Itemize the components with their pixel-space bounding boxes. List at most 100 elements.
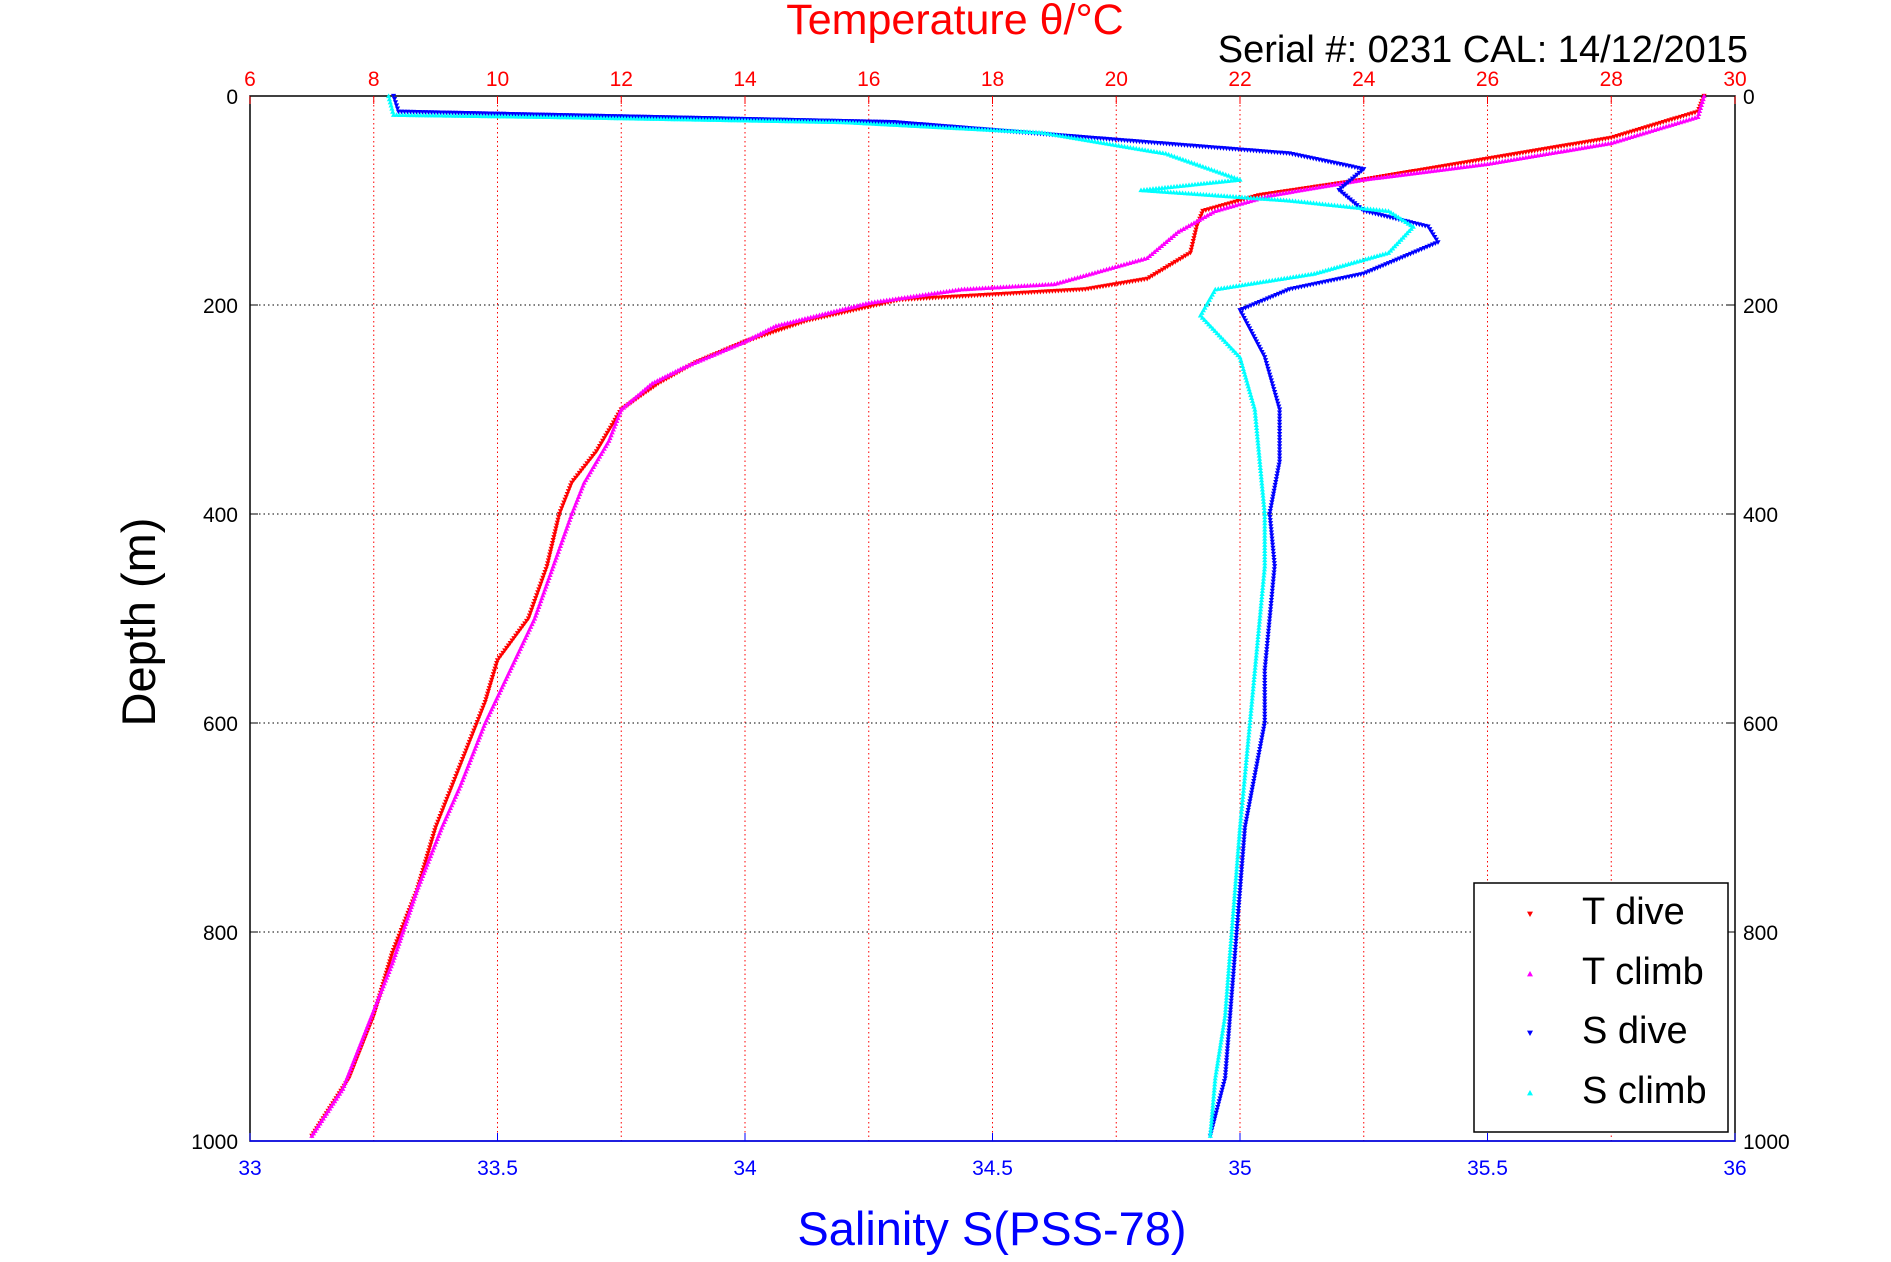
data-point <box>1246 386 1252 392</box>
data-point <box>1270 579 1276 585</box>
data-point <box>1262 532 1268 538</box>
data-point <box>1257 459 1263 464</box>
data-point <box>1628 134 1635 140</box>
data-point <box>1395 214 1401 220</box>
data-point <box>1249 695 1255 701</box>
data-point <box>1260 575 1267 581</box>
data-point <box>1256 449 1262 455</box>
data-point <box>1268 527 1274 532</box>
data-point <box>554 520 560 526</box>
data-point <box>549 543 555 549</box>
data-point <box>1215 1060 1221 1066</box>
data-point <box>647 382 653 388</box>
data-point <box>1210 1105 1216 1111</box>
data-point <box>1256 456 1263 461</box>
data-point <box>1433 237 1439 243</box>
data-point <box>427 845 433 851</box>
data-point <box>580 466 586 471</box>
data-point <box>1262 662 1268 668</box>
data-point <box>444 796 450 802</box>
data-point <box>1340 263 1346 268</box>
data-point <box>1225 977 1231 982</box>
data-point <box>1268 524 1274 529</box>
data-point <box>1074 274 1081 280</box>
data-point <box>1224 1055 1230 1060</box>
data-point <box>1257 465 1263 470</box>
data-point <box>1398 237 1404 242</box>
data-point <box>1166 237 1172 242</box>
data-point <box>1223 1064 1229 1069</box>
data-point <box>481 702 487 708</box>
data-point <box>1189 244 1195 250</box>
data-point <box>1277 450 1283 456</box>
data-point <box>1224 284 1230 290</box>
data-point <box>393 942 399 947</box>
data-point <box>1121 261 1127 267</box>
data-point <box>1275 401 1281 407</box>
data-point <box>1215 1057 1221 1063</box>
data-point <box>591 451 598 457</box>
data-point <box>1220 1024 1226 1030</box>
legend-marker <box>1527 971 1533 977</box>
data-point <box>659 375 666 381</box>
data-point <box>395 936 401 942</box>
data-point <box>484 694 490 700</box>
data-point <box>1242 281 1248 287</box>
data-point <box>1222 1015 1228 1021</box>
data-point <box>1277 441 1283 446</box>
data-point <box>543 567 549 572</box>
data-point <box>1263 278 1269 284</box>
data-point <box>1211 1084 1218 1090</box>
data-point <box>1266 278 1272 283</box>
data-point <box>1208 323 1214 329</box>
data-point <box>1182 253 1189 259</box>
data-point <box>1235 917 1241 923</box>
data-point <box>1236 830 1243 836</box>
data-point <box>697 357 703 363</box>
data-point <box>768 325 774 331</box>
data-point <box>623 402 629 408</box>
data-point <box>482 700 488 705</box>
data-point <box>1241 831 1248 837</box>
data-point <box>536 587 542 593</box>
data-point <box>564 491 570 497</box>
data-point <box>565 489 571 494</box>
data-point <box>1262 674 1268 680</box>
data-point <box>1215 207 1221 213</box>
data-point <box>711 352 717 357</box>
data-point <box>1242 772 1248 778</box>
data-point <box>1260 729 1266 735</box>
data-point <box>1189 241 1196 247</box>
data-point <box>1232 944 1239 950</box>
data-point <box>1242 318 1249 324</box>
data-point <box>1270 582 1276 588</box>
data-point <box>1251 334 1257 339</box>
data-point <box>1212 1116 1218 1122</box>
data-point <box>1260 492 1266 498</box>
data-point <box>1298 187 1304 193</box>
data-point <box>1268 506 1274 511</box>
data-point <box>1320 268 1326 274</box>
data-point <box>392 100 399 105</box>
data-point <box>1245 281 1251 287</box>
data-point <box>500 650 506 656</box>
data-point <box>1118 262 1124 268</box>
data-point <box>840 306 846 312</box>
data-point <box>1224 341 1231 347</box>
data-point <box>492 666 498 672</box>
data-point <box>1267 616 1273 622</box>
data-point <box>511 636 517 641</box>
y-tick-label-right: 400 <box>1743 504 1778 527</box>
data-point <box>1226 959 1232 964</box>
data-point <box>1319 184 1325 189</box>
data-point <box>527 610 534 616</box>
data-point <box>1253 416 1259 421</box>
data-point <box>1269 536 1275 542</box>
data-point <box>1237 885 1243 890</box>
data-point <box>609 423 615 428</box>
data-point <box>1245 383 1251 389</box>
data-point <box>1305 272 1311 277</box>
data-point <box>454 771 460 776</box>
data-point <box>1255 758 1261 764</box>
data-point <box>1263 360 1269 366</box>
